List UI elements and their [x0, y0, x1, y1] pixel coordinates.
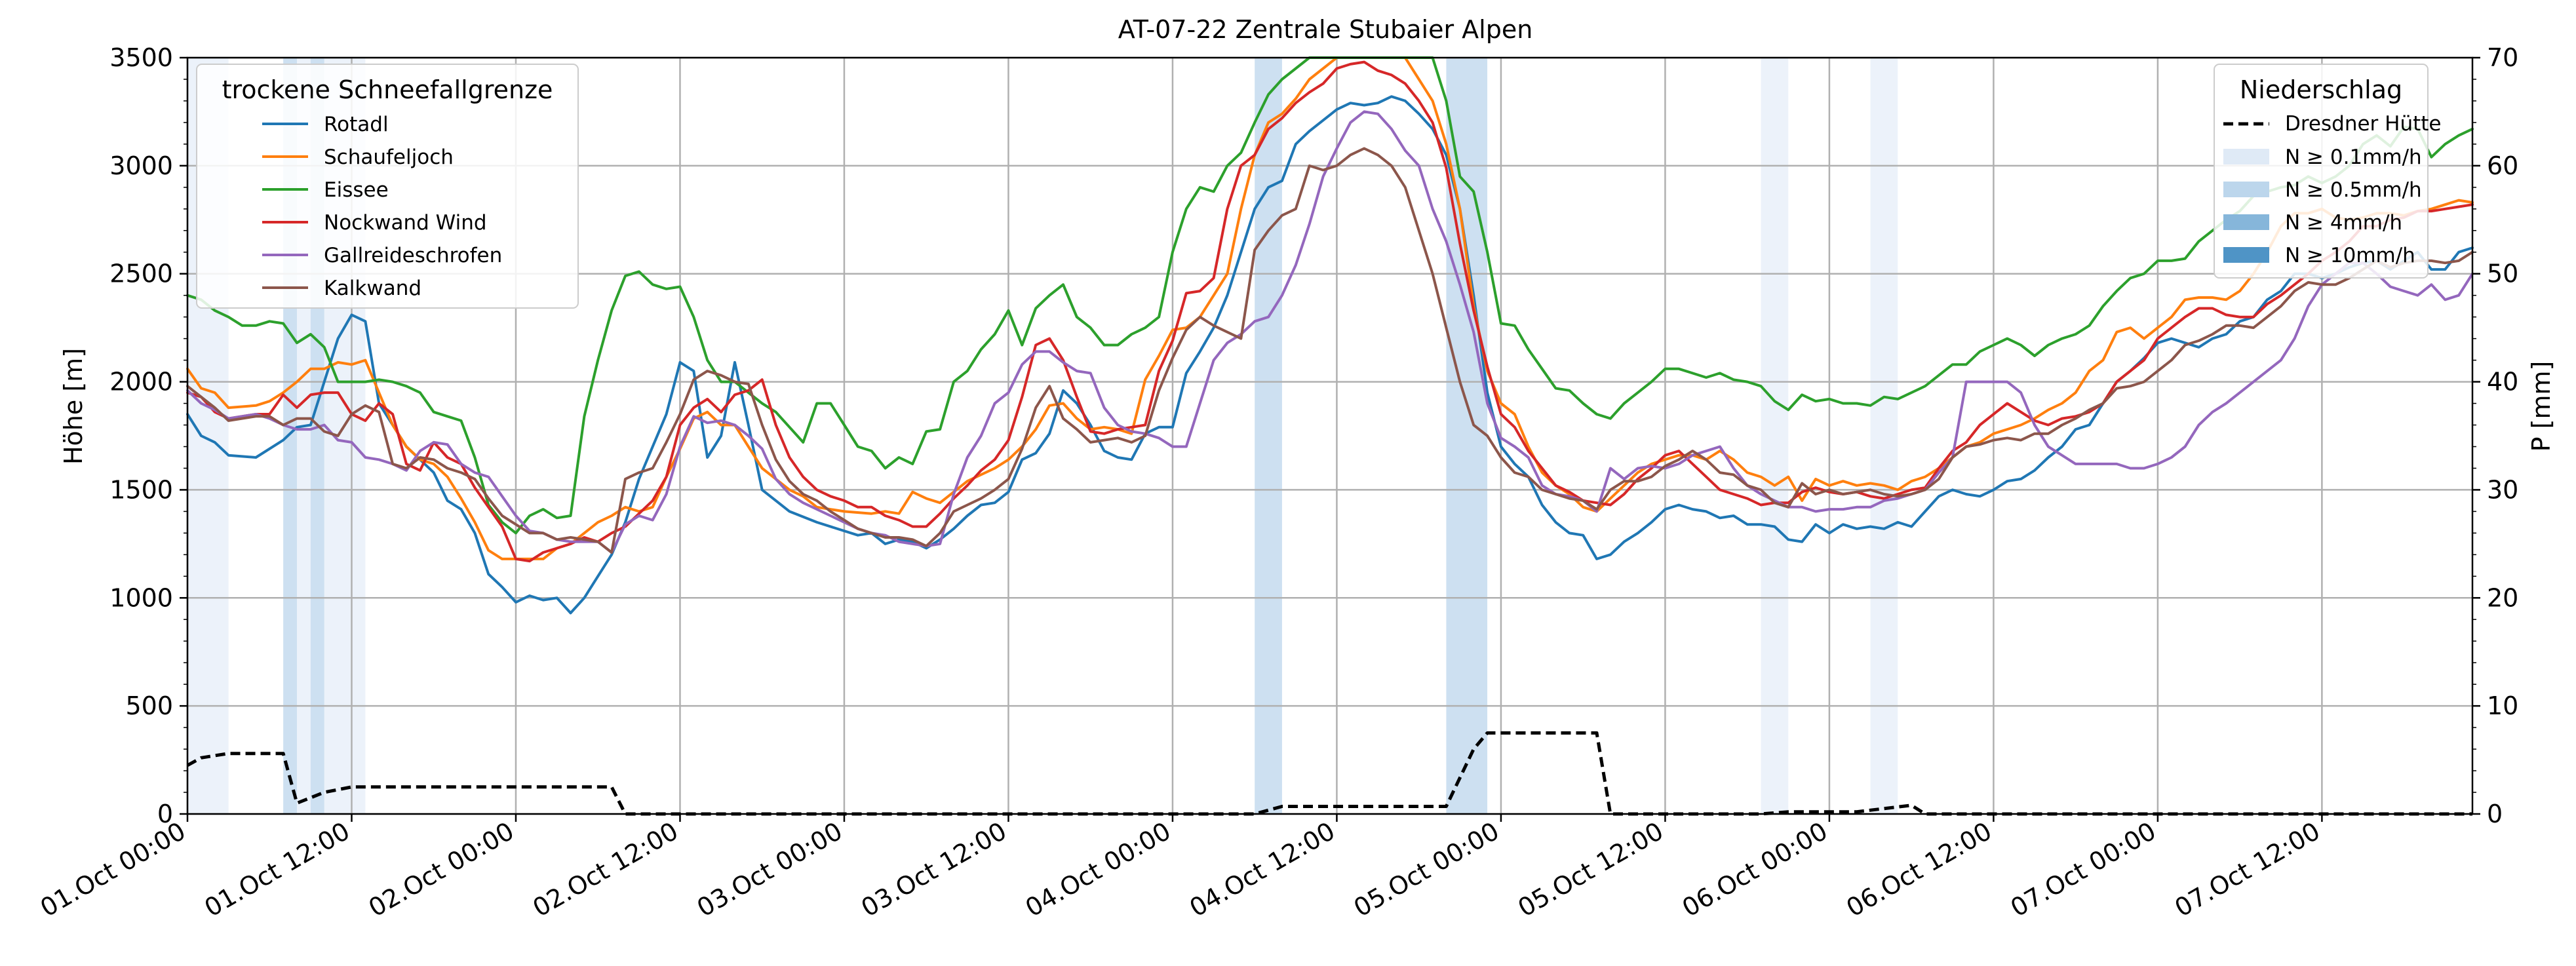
- series-line-dresdner-huette: [186, 731, 2472, 816]
- y2-axis-label: P [mm]: [2527, 361, 2556, 452]
- legend-label-schaufeljoch: Schaufeljoch: [324, 145, 454, 169]
- y2-tick-label: 30: [2487, 475, 2518, 504]
- series-line-gallreideschrofen: [186, 110, 2474, 554]
- legend-label-nockwand-wind: Nockwand Wind: [324, 211, 487, 235]
- legend-label-eissee: Eissee: [324, 178, 389, 202]
- legend-snowfall: trockene Schneefallgrenze Rotadl Schaufel…: [196, 64, 579, 309]
- y2-tick-label: 60: [2487, 151, 2518, 180]
- y-tick-label: 0: [157, 800, 173, 828]
- legend-patch-label: N ≥ 0.5mm/h: [2285, 178, 2422, 202]
- legend-snowfall-entries: Rotadl Schaufeljoch Eissee Nockwand Wind Gal…: [262, 113, 502, 300]
- precip-band: [1255, 58, 1282, 814]
- y2-tick-label: 70: [2487, 43, 2518, 72]
- y-tick-label: 1000: [109, 583, 173, 612]
- precip-band: [1870, 58, 1898, 814]
- y2-tick-label: 50: [2487, 260, 2518, 288]
- y-tick-label: 2500: [109, 260, 173, 288]
- legend-label-gallreideschrofen: Gallreideschrofen: [324, 244, 502, 267]
- legend-patch-swatch: [2223, 247, 2269, 263]
- legend-label-kalkwand: Kalkwand: [324, 277, 421, 300]
- y2-tick-label: 10: [2487, 691, 2518, 720]
- cumulative-precip-line: [186, 731, 2472, 816]
- legend-patch-label: N ≥ 4mm/h: [2285, 211, 2402, 235]
- legend-precipitation: Niederschlag Dresdner Hütte N ≥ 0.1mm/hN…: [2214, 64, 2442, 279]
- snowfall-limit-series: [186, 56, 2474, 615]
- plot-frame: [186, 56, 2474, 815]
- y-tick-label: 3000: [109, 151, 173, 180]
- y2-tick-label: 0: [2487, 800, 2503, 828]
- y-axis-label: Höhe [m]: [59, 348, 88, 465]
- legend-precipitation-patches: N ≥ 0.1mm/h N ≥ 0.5mm/h N ≥ 4mm/h N ≥ 10mm/…: [2223, 145, 2422, 267]
- legend-patch-swatch: [2223, 149, 2269, 164]
- legend-patch-label: N ≥ 10mm/h: [2285, 244, 2415, 267]
- y2-tick-label: 20: [2487, 583, 2518, 612]
- legend-snowfall-title: trockene Schneefallgrenze: [222, 75, 553, 104]
- y-tick-label: 3500: [109, 43, 173, 72]
- y-tick-label: 500: [125, 691, 173, 720]
- legend-patch-swatch: [2223, 214, 2269, 230]
- series-line-kalkwand: [186, 147, 2474, 554]
- legend-precipitation-title: Niederschlag: [2240, 75, 2402, 104]
- y2-tick-label: 40: [2487, 368, 2518, 396]
- precip-band: [1761, 58, 1789, 814]
- legend-patch-label: N ≥ 0.1mm/h: [2285, 145, 2422, 169]
- y-tick-label: 2000: [109, 368, 173, 396]
- legend-label-rotadl: Rotadl: [324, 113, 389, 136]
- legend-patch-swatch: [2223, 182, 2269, 197]
- legend-dresdner-huette-label: Dresdner Hütte: [2285, 112, 2442, 136]
- chart-title: AT-07-22 Zentrale Stubaier Alpen: [1118, 15, 1533, 44]
- y-tick-label: 1500: [109, 475, 173, 504]
